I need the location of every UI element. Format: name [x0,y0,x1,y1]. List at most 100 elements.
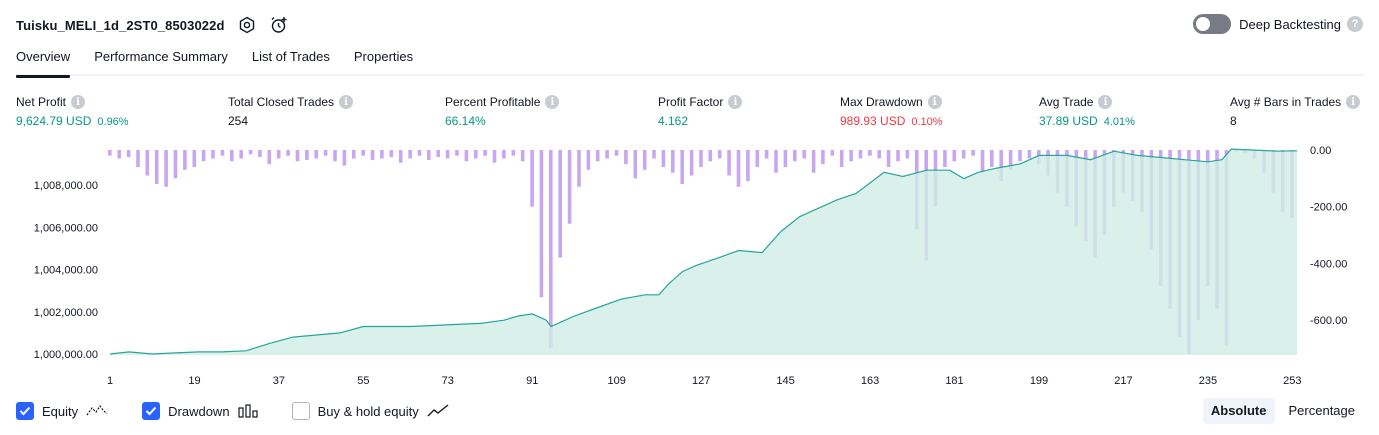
drawdown-bar [352,150,356,159]
drawdown-bar [117,150,121,159]
legend-buy-hold[interactable]: Buy & hold equity [291,402,449,420]
info-icon[interactable]: i [339,95,354,109]
equity-line-icon [86,404,108,418]
drawdown-bar [380,150,384,159]
right-axis: 0.00 -200.00 -400.00 -600.00 [1310,145,1347,327]
drawdown-bar [971,150,975,156]
add-alert-icon[interactable] [269,15,289,35]
metric-label: Profit Factor [658,95,724,109]
legend-label: Equity [42,403,79,419]
value-mode-switch: Absolute Percentage [1197,398,1363,424]
drawdown-bar [483,150,487,156]
x-axis-tick-label: 181 [945,375,963,387]
legend-drawdown[interactable]: Drawdown [142,402,258,420]
drawdown-bar [614,150,619,156]
left-axis-tick-label: 1,008,000.00 [34,180,98,192]
help-icon[interactable]: ? [1347,16,1363,32]
deep-backtesting: Deep Backtesting ? [1193,13,1363,35]
info-icon[interactable]: i [1098,95,1113,109]
equity-checkbox[interactable] [16,402,34,420]
drawdown-bar [793,150,797,162]
drawdown-bar [558,150,562,258]
metric-avg-trade: Avg Trade i 37.89 USD 4.01% [1039,94,1135,129]
deep-backtesting-label: Deep Backtesting [1239,16,1341,32]
x-axis-tick-label: 1 [107,375,113,387]
buy-hold-checkbox[interactable] [291,402,310,420]
drawdown-bar [164,150,168,187]
drawdown-bar [858,150,863,159]
info-icon[interactable]: i [1346,95,1361,109]
drawdown-bar [549,150,553,349]
report-tabs: Overview Performance Summary List of Tra… [16,46,1363,78]
drawdown-bar [492,150,497,163]
drawdown-bar [811,150,816,173]
left-axis-tick-label: 1,006,000.00 [34,222,98,234]
drawdown-bar [1027,150,1032,159]
tab-properties[interactable]: Properties [353,49,414,64]
drawdown-bar [990,150,994,167]
percentage-button[interactable]: Percentage [1288,403,1356,418]
deep-backtesting-toggle[interactable] [1193,14,1232,34]
drawdown-bar [220,150,225,156]
drawdown-bar [314,150,318,159]
settings-icon[interactable] [237,15,257,35]
report-header: Tuisku_MELI_1d_2ST0_8503022d [16,14,289,36]
drawdown-bar [886,150,891,167]
drawdown-bar [333,150,337,162]
drawdown-bar [896,150,900,162]
drawdown-bar [699,150,703,167]
drawdown-bar [323,150,328,156]
x-axis-tick-label: 217 [1114,375,1132,387]
metric-label: Net Profit [16,95,67,109]
metric-label: Avg Trade [1039,95,1094,109]
drawdown-bar [671,150,675,173]
tab-overview[interactable]: Overview [16,46,71,78]
metric-value: 66.14% [445,114,486,128]
drawdown-bar [389,150,394,158]
drawdown-bar [539,150,544,298]
drawdown-bar [511,150,516,156]
x-axis-tick-label: 199 [1030,375,1048,387]
absolute-button[interactable]: Absolute [1202,398,1275,424]
metric-net-profit: Net Profit i 9,624.79 USD 0.96% [16,94,129,129]
drawdown-bar [408,150,412,159]
tab-list-of-trades[interactable]: List of Trades [251,49,330,64]
x-axis-tick-label: 55 [357,375,369,387]
metric-value: 8 [1230,114,1237,128]
drawdown-bar [436,150,440,158]
equity-area [110,149,1297,355]
drawdown-bar [145,150,150,176]
drawdown-checkbox[interactable] [142,402,161,420]
legend-equity[interactable]: Equity [16,402,108,420]
metric-percent-profitable: Percent Profitable i 66.14% [445,94,560,129]
drawdown-bar [126,150,131,158]
drawdown-bar [821,150,825,165]
equity-line [109,148,1298,355]
info-icon[interactable]: i [545,95,560,109]
drawdown-bar [577,150,581,187]
drawdown-bar [642,150,647,170]
drawdown-bar [868,150,872,156]
drawdown-bar [877,150,881,159]
metric-value: 254 [228,114,249,128]
x-axis-tick-label: 37 [273,375,285,387]
drawdown-bar [361,150,365,156]
drawdown-bar [999,150,1003,182]
drawdown-bar [464,150,469,162]
drawdown-bar [736,150,741,187]
drawdown-bar [258,150,262,158]
info-icon[interactable]: i [71,95,86,109]
drawdown-bar [746,150,750,182]
tab-performance-summary[interactable]: Performance Summary [94,49,228,64]
metric-percent: 0.10% [911,116,943,128]
x-axis-tick-label: 253 [1283,375,1301,387]
drawdown-bar [192,150,197,167]
info-icon[interactable]: i [927,95,942,109]
drawdown-bar [680,150,684,184]
drawdown-bar [230,150,234,162]
drawdown-bar [342,150,347,166]
buy-hold-line-icon [427,404,449,418]
drawdown-bar [530,150,534,207]
info-icon[interactable]: i [728,95,743,109]
metric-value: 4.162 [658,114,689,128]
